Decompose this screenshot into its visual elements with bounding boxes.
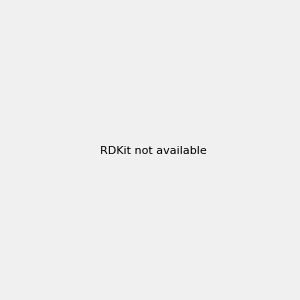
Text: RDKit not available: RDKit not available (100, 146, 207, 157)
